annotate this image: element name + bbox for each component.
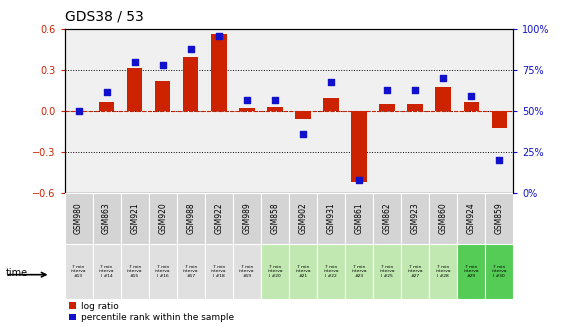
Bar bbox=[149, 193, 177, 244]
Text: GSM989: GSM989 bbox=[242, 202, 251, 234]
Text: 7 min
interva
l #18: 7 min interva l #18 bbox=[211, 265, 227, 278]
Bar bbox=[121, 244, 149, 299]
Point bbox=[383, 87, 392, 93]
Point bbox=[242, 97, 251, 102]
Text: 7 min
interva
#23: 7 min interva #23 bbox=[351, 265, 367, 278]
Bar bbox=[99, 102, 114, 111]
Bar bbox=[93, 244, 121, 299]
Point bbox=[130, 60, 139, 65]
Text: GSM859: GSM859 bbox=[495, 202, 504, 234]
Text: 7 min
interva
l #22: 7 min interva l #22 bbox=[323, 265, 339, 278]
Point bbox=[327, 79, 335, 84]
Legend: log ratio, percentile rank within the sample: log ratio, percentile rank within the sa… bbox=[69, 302, 234, 322]
Bar bbox=[267, 107, 283, 111]
Bar bbox=[317, 193, 345, 244]
Bar bbox=[121, 193, 149, 244]
Text: 7 min
interva
#27: 7 min interva #27 bbox=[407, 265, 423, 278]
Text: 7 min
interva
#19: 7 min interva #19 bbox=[239, 265, 255, 278]
Bar bbox=[345, 193, 373, 244]
Bar bbox=[177, 193, 205, 244]
Text: GSM924: GSM924 bbox=[467, 202, 476, 234]
Point bbox=[439, 76, 448, 81]
Bar bbox=[491, 111, 507, 128]
Bar bbox=[149, 244, 177, 299]
Text: 7 min
interva
#15: 7 min interva #15 bbox=[127, 265, 142, 278]
Text: 7 min
interva
l #20: 7 min interva l #20 bbox=[267, 265, 283, 278]
Text: 7 min
interva
#29: 7 min interva #29 bbox=[463, 265, 479, 278]
Bar bbox=[211, 34, 227, 111]
Text: GSM988: GSM988 bbox=[186, 202, 195, 234]
Text: GSM980: GSM980 bbox=[74, 202, 83, 234]
Bar bbox=[295, 111, 311, 119]
Bar bbox=[401, 193, 429, 244]
Point bbox=[495, 158, 504, 163]
Point bbox=[214, 33, 223, 39]
Text: 7 min
interva
#21: 7 min interva #21 bbox=[295, 265, 311, 278]
Bar bbox=[289, 244, 317, 299]
Bar bbox=[183, 57, 199, 111]
Bar bbox=[485, 193, 513, 244]
Bar bbox=[177, 244, 205, 299]
Text: GSM862: GSM862 bbox=[383, 202, 392, 234]
Point bbox=[186, 46, 195, 52]
Bar bbox=[317, 244, 345, 299]
Text: GSM863: GSM863 bbox=[102, 202, 111, 234]
Text: GSM931: GSM931 bbox=[327, 202, 335, 234]
Text: 7 min
interva
l #30: 7 min interva l #30 bbox=[491, 265, 507, 278]
Bar bbox=[379, 104, 395, 111]
Bar bbox=[407, 104, 423, 111]
Text: GDS38 / 53: GDS38 / 53 bbox=[65, 9, 143, 24]
Text: GSM923: GSM923 bbox=[411, 202, 420, 234]
Bar bbox=[457, 193, 485, 244]
Bar bbox=[155, 81, 171, 111]
Bar bbox=[261, 193, 289, 244]
Text: 7 min
interva
l #28: 7 min interva l #28 bbox=[435, 265, 451, 278]
Text: GSM861: GSM861 bbox=[355, 202, 364, 234]
Bar bbox=[239, 109, 255, 111]
Bar bbox=[463, 102, 479, 111]
Point bbox=[102, 89, 111, 94]
Bar bbox=[457, 244, 485, 299]
Bar bbox=[401, 244, 429, 299]
Point bbox=[467, 94, 476, 99]
Bar bbox=[345, 244, 373, 299]
Text: 7 min
interva
#17: 7 min interva #17 bbox=[183, 265, 199, 278]
Text: time: time bbox=[6, 268, 27, 278]
Point bbox=[270, 97, 279, 102]
Bar bbox=[429, 193, 457, 244]
Bar bbox=[93, 193, 121, 244]
Point bbox=[355, 177, 364, 182]
Text: GSM920: GSM920 bbox=[158, 202, 167, 234]
Bar bbox=[65, 193, 93, 244]
Bar bbox=[373, 244, 401, 299]
Bar bbox=[65, 244, 93, 299]
Text: 7 min
interva
#13: 7 min interva #13 bbox=[71, 265, 86, 278]
Bar bbox=[261, 244, 289, 299]
Text: GSM902: GSM902 bbox=[298, 202, 307, 234]
Point bbox=[411, 87, 420, 93]
Bar bbox=[233, 193, 261, 244]
Text: 7 min
interva
l #16: 7 min interva l #16 bbox=[155, 265, 171, 278]
Text: GSM921: GSM921 bbox=[130, 202, 139, 234]
Point bbox=[158, 63, 167, 68]
Bar bbox=[373, 193, 401, 244]
Point bbox=[298, 131, 307, 137]
Text: GSM860: GSM860 bbox=[439, 202, 448, 234]
Bar bbox=[429, 244, 457, 299]
Text: GSM922: GSM922 bbox=[214, 202, 223, 234]
Bar bbox=[351, 111, 367, 182]
Text: 7 min
interva
l #14: 7 min interva l #14 bbox=[99, 265, 114, 278]
Bar bbox=[205, 244, 233, 299]
Text: GSM858: GSM858 bbox=[270, 202, 279, 234]
Bar bbox=[289, 193, 317, 244]
Bar bbox=[435, 87, 451, 111]
Text: 7 min
interva
l #25: 7 min interva l #25 bbox=[379, 265, 395, 278]
Bar bbox=[233, 244, 261, 299]
Bar bbox=[127, 68, 142, 111]
Bar bbox=[485, 244, 513, 299]
Bar bbox=[205, 193, 233, 244]
Bar bbox=[323, 97, 339, 111]
Point bbox=[74, 109, 83, 114]
